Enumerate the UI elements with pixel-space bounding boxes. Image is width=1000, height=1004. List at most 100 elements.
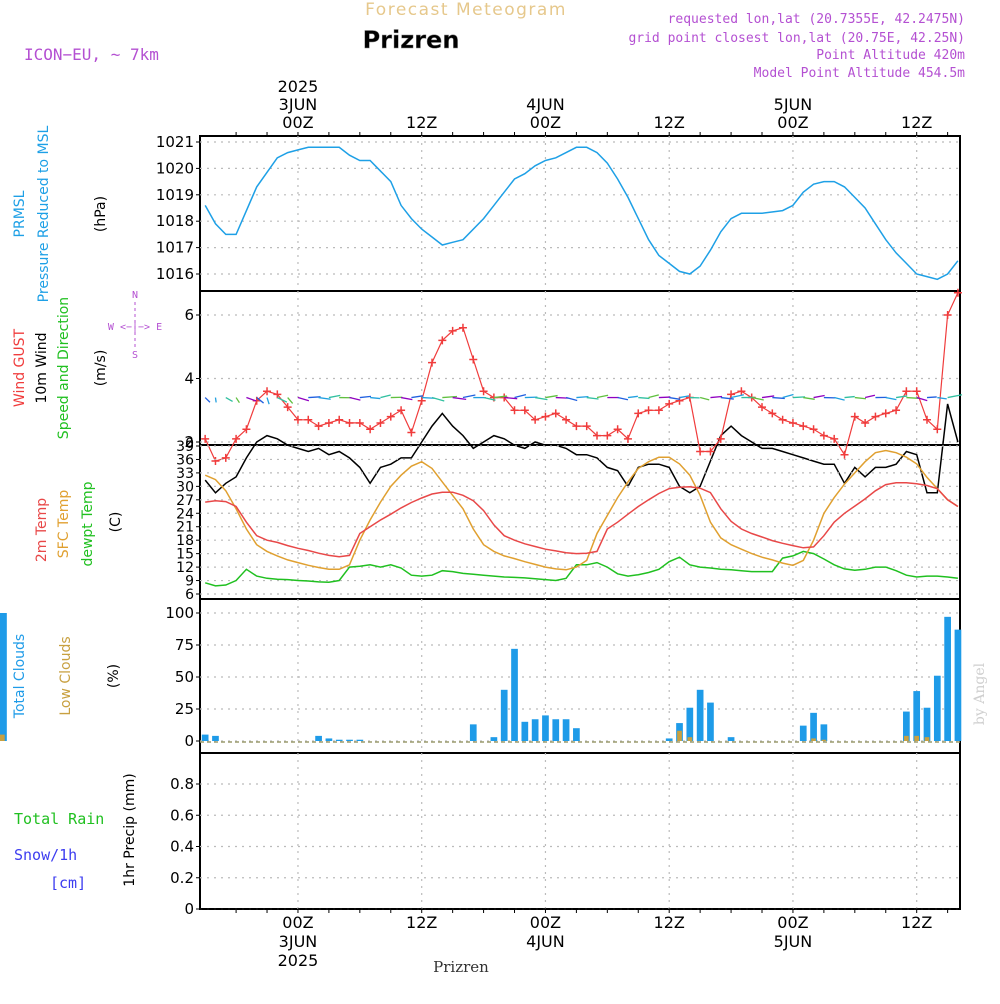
compass-north: N xyxy=(132,290,138,301)
wind-direction-arrow xyxy=(597,395,608,397)
clouds-unit-label: (%) xyxy=(106,664,122,688)
bar-total-clouds xyxy=(666,738,673,741)
bar-total-clouds xyxy=(470,724,477,741)
winddir-label: Speed and Direction xyxy=(56,297,72,439)
grid-point-coords: grid point closest lon,lat (20.75E, 42.2… xyxy=(628,31,965,46)
time-label-bottom: 00Z xyxy=(777,913,808,932)
time-label-bottom: 3JUN xyxy=(279,932,318,951)
gust-marker xyxy=(356,419,364,427)
wind-direction-arrow xyxy=(865,395,875,397)
wind-direction-arrow xyxy=(215,398,216,403)
gust-marker xyxy=(779,416,787,424)
model-point-altitude: Model Point Altitude 454.5m xyxy=(754,66,965,81)
gust-marker xyxy=(841,451,849,459)
wind-direction-arrow xyxy=(267,398,269,405)
time-label-top: 5JUN xyxy=(774,95,813,114)
time-label-top: 12Z xyxy=(406,113,437,132)
wind-direction-arrow xyxy=(793,397,805,398)
gust-marker xyxy=(892,406,900,414)
time-label-top: 00Z xyxy=(530,113,561,132)
series-line-2m-temp xyxy=(205,483,958,557)
gust-marker xyxy=(480,387,488,395)
panel-frame-precip xyxy=(200,753,960,909)
time-label-top: 00Z xyxy=(282,113,313,132)
y-tick-label-clouds: 100 xyxy=(165,604,194,622)
gust-marker xyxy=(459,324,467,332)
wind10-label: 10m Wind xyxy=(34,332,50,403)
panel-frame-temperature xyxy=(200,445,960,599)
time-label-bottom: 12Z xyxy=(654,913,685,932)
panel-frame-pressure xyxy=(200,136,960,291)
bar-total-clouds xyxy=(821,724,828,741)
gust-marker xyxy=(634,409,642,417)
series-line-prmsl xyxy=(205,147,958,279)
watermark: by Angel xyxy=(972,662,988,725)
gust-marker xyxy=(335,416,343,424)
bar-low-clouds xyxy=(822,740,827,741)
wind-direction-arrow xyxy=(515,395,526,398)
gust-marker xyxy=(325,419,333,427)
y-tick-label-pressure: 1017 xyxy=(156,239,194,257)
gust-marker xyxy=(315,422,323,430)
wind-direction-arrow xyxy=(370,398,380,399)
time-label-top: 00Z xyxy=(777,113,808,132)
snow-unit-label: [cm] xyxy=(50,874,86,892)
bar-total-clouds xyxy=(202,735,209,741)
bar-total-clouds xyxy=(542,715,549,741)
bar-total-clouds xyxy=(336,740,343,741)
dewpt-label: dewpt Temp xyxy=(80,481,96,566)
time-label-top: 12Z xyxy=(901,113,932,132)
wind-direction-arrow xyxy=(277,398,286,403)
bar-low-clouds xyxy=(0,735,5,741)
bar-total-clouds xyxy=(955,630,962,741)
bar-total-clouds xyxy=(934,676,941,741)
time-label-top: 4JUN xyxy=(526,95,565,114)
time-label-bottom: 4JUN xyxy=(526,932,565,951)
panel-frame-clouds xyxy=(200,599,960,753)
wind-direction-arrow xyxy=(896,396,907,398)
y-tick-label-pressure: 1018 xyxy=(156,212,194,230)
bar-total-clouds xyxy=(346,740,353,741)
bar-total-clouds xyxy=(913,691,920,741)
wind-direction-arrow xyxy=(845,397,855,398)
gust-marker xyxy=(789,419,797,427)
bar-low-clouds xyxy=(904,736,909,741)
wind-direction-arrow xyxy=(236,398,239,403)
wind-direction-arrow xyxy=(401,398,412,400)
temp-unit-label: (C) xyxy=(108,512,124,533)
bar-total-clouds xyxy=(521,722,528,741)
wind-direction-arrow xyxy=(917,398,928,401)
bar-total-clouds xyxy=(810,713,817,741)
bar-total-clouds xyxy=(212,736,219,741)
wind-direction-arrow xyxy=(628,396,638,397)
time-label-bottom: 00Z xyxy=(282,913,313,932)
gust-marker xyxy=(696,448,704,456)
gust-marker xyxy=(676,397,684,405)
total-clouds-label: Total Clouds xyxy=(12,634,28,719)
y-tick-label-precip: 0.4 xyxy=(170,838,194,856)
y-tick-label-clouds: 25 xyxy=(175,700,194,718)
gust-marker xyxy=(882,409,890,417)
wind-direction-arrow xyxy=(587,398,599,399)
y-tick-label-clouds: 0 xyxy=(184,732,194,750)
bar-low-clouds xyxy=(687,737,692,741)
pressure-unit-label: (hPa) xyxy=(93,196,109,232)
gust-marker xyxy=(851,413,859,421)
y-tick-label-pressure: 1019 xyxy=(156,186,194,204)
bar-total-clouds xyxy=(924,708,931,741)
series-line-10m-wind xyxy=(205,404,958,493)
wind-direction-arrow xyxy=(814,396,825,398)
y-tick-label-temperature: 39 xyxy=(176,439,194,455)
time-label-top: 12Z xyxy=(654,113,685,132)
sfc-temp-label: SFC Temp xyxy=(56,490,72,559)
bar-total-clouds xyxy=(491,737,498,741)
y-tick-label-clouds: 75 xyxy=(175,636,194,654)
gust-marker xyxy=(552,409,560,417)
gust-marker xyxy=(645,406,653,414)
wind-direction-arrow xyxy=(205,398,210,403)
gust-marker xyxy=(346,419,354,427)
gust-label: Wind GUST xyxy=(12,328,28,407)
